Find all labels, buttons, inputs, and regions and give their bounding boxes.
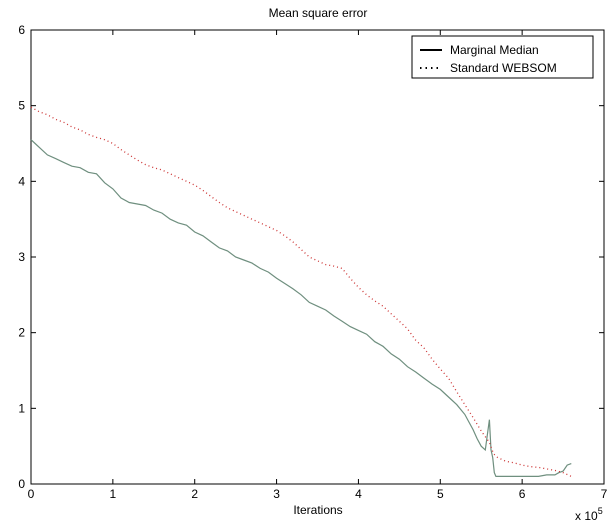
- legend-box: [411, 35, 594, 79]
- x-tick-label: 0: [28, 487, 35, 501]
- x-tick-label: 1: [110, 487, 117, 501]
- y-tick-label: 1: [18, 401, 25, 415]
- y-tick-label: 4: [18, 174, 25, 188]
- legend: Marginal Median Standard WEBSOM: [411, 35, 594, 79]
- y-tick-label: 6: [18, 23, 25, 37]
- series-line-standard-websom: [30, 106, 572, 477]
- x-tick-label: 3: [273, 487, 280, 501]
- axis-ticks: 0 1 2 3 4 5 6 7 0 1 2 3 4 5 6: [18, 23, 607, 501]
- x-axis-label: Iterations: [293, 503, 342, 517]
- plot-area: [30, 29, 605, 485]
- x-tick-label: 4: [355, 487, 362, 501]
- x-axis-multiplier-exponent: 5: [598, 506, 603, 516]
- x-axis-multiplier: x 105: [575, 506, 603, 523]
- legend-label-marginal-median: Marginal Median: [450, 43, 539, 57]
- y-tick-label: 0: [18, 477, 25, 491]
- x-axis-multiplier-base: x 10: [575, 509, 598, 523]
- x-tick-label: 2: [191, 487, 198, 501]
- series-line-marginal-median: [30, 139, 572, 477]
- x-tick-label: 7: [601, 487, 608, 501]
- x-tick-label: 6: [519, 487, 526, 501]
- legend-label-standard-websom: Standard WEBSOM: [450, 61, 557, 75]
- x-tick-label: 5: [437, 487, 444, 501]
- chart-title: Mean square error: [269, 6, 368, 20]
- y-tick-label: 3: [18, 250, 25, 264]
- y-tick-label: 2: [18, 326, 25, 340]
- y-tick-label: 5: [18, 99, 25, 113]
- series-group: [30, 106, 572, 477]
